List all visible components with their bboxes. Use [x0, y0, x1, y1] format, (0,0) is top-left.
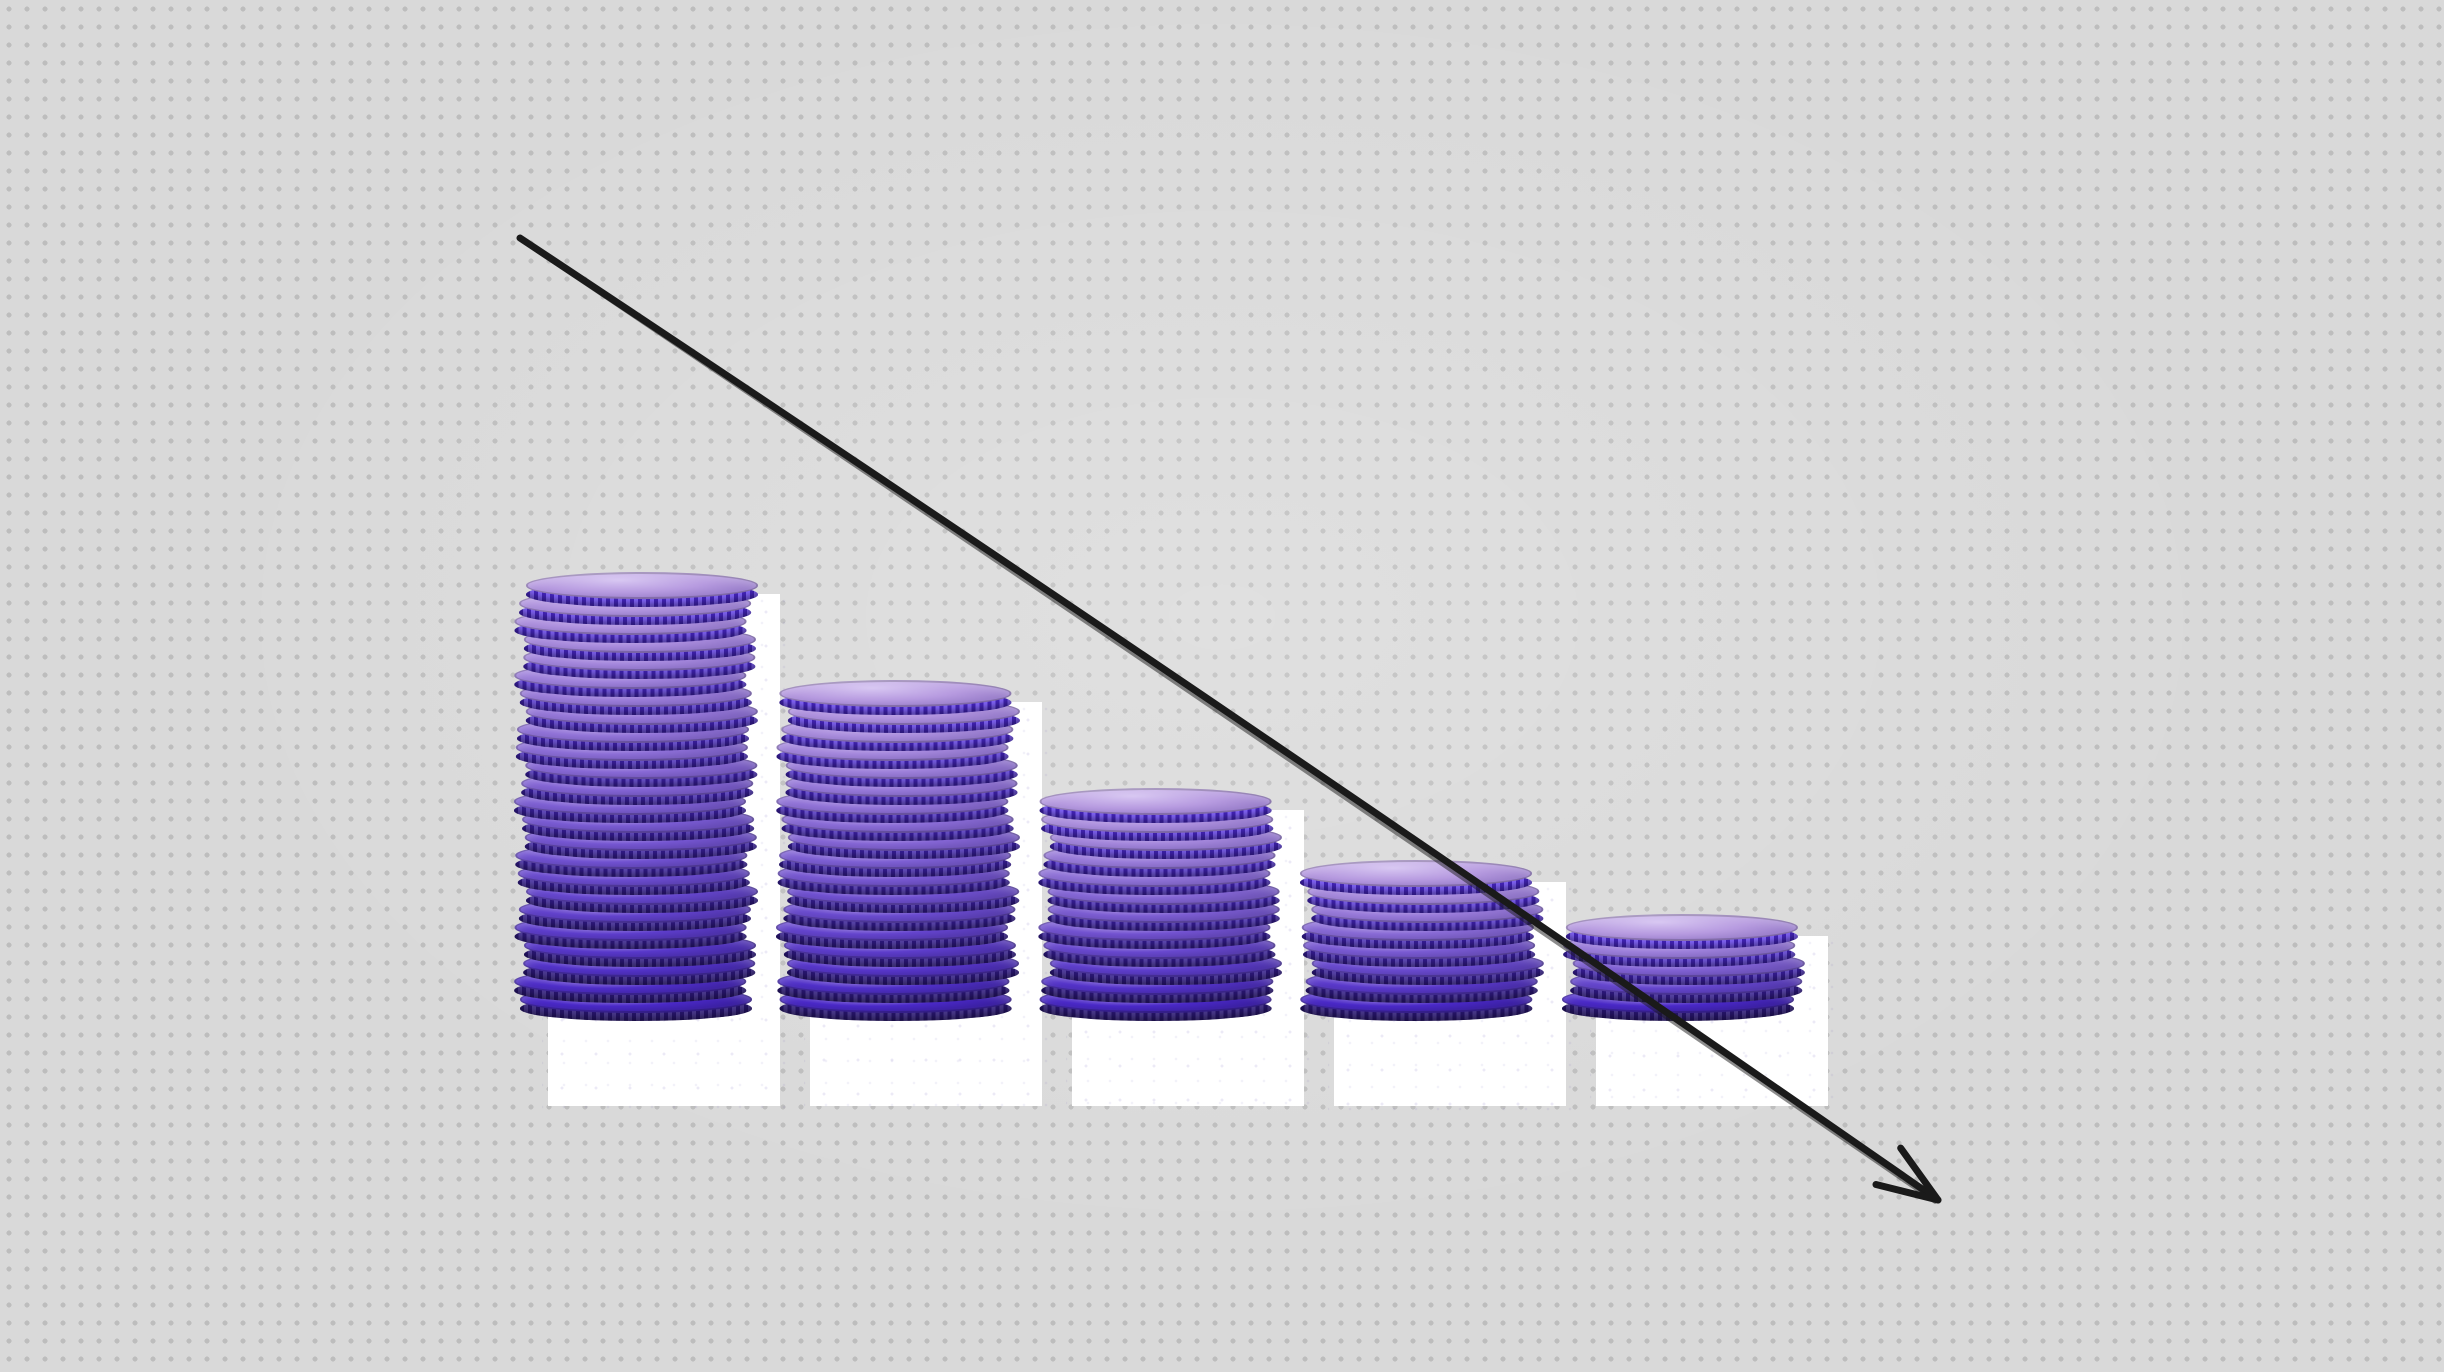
coin-stack [520, 572, 752, 1020]
coin-icon [526, 572, 758, 606]
declining-bars-group [0, 0, 2444, 1372]
canvas [0, 0, 2444, 1372]
coin-stack [1306, 860, 1538, 1020]
coin-icon [1040, 788, 1272, 822]
coin-icon [1300, 860, 1532, 894]
coin-stack [1044, 788, 1276, 1020]
coin-icon [779, 680, 1011, 714]
coin-icon [1566, 914, 1798, 948]
coin-stack [782, 680, 1014, 1020]
coin-stack [1568, 914, 1800, 1020]
